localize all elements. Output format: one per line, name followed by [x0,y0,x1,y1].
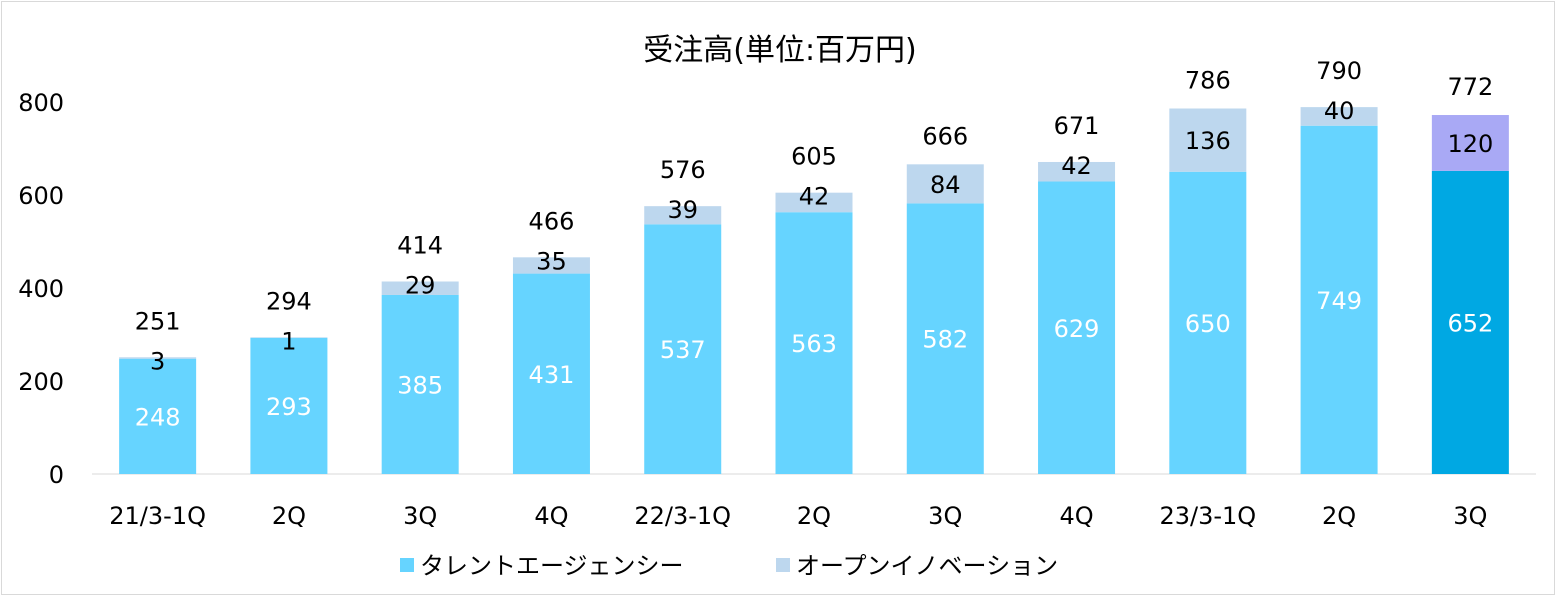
bar-talent-agency [906,203,984,474]
bar-stack: 537 39 576 [644,156,722,474]
x-tick-label: 4Q [1059,502,1093,530]
bar-talent-agency [512,273,590,474]
bar-talent-agency [250,337,328,474]
bar-talent-agency [1300,125,1378,474]
data-label-total: 576 [660,156,706,184]
x-tick-label: 21/3-1Q [109,502,206,530]
data-label-talent-agency: 629 [1054,315,1100,343]
bar-stack: 629 42 671 [1038,112,1116,474]
x-tick-label: 22/3-1Q [634,502,731,530]
x-tick-label: 23/3-1Q [1159,502,1256,530]
bar-talent-agency [775,212,853,474]
data-label-open-innovation: 29 [405,271,436,299]
data-label-total: 671 [1054,112,1100,140]
bar-stack: 385 29 414 [381,231,459,474]
data-label-open-innovation: 35 [536,247,567,275]
bar-open-innovation [906,164,984,204]
bar-talent-agency [644,224,722,474]
y-tick-label: 600 [18,182,64,210]
y-tick-label: 800 [18,89,64,117]
chart-title: 受注高(単位:百万円) [643,33,917,68]
bar-open-innovation [1038,161,1116,182]
y-tick-label: 0 [49,461,64,489]
data-label-total: 666 [922,122,968,150]
data-label-total: 466 [529,207,575,235]
data-label-open-innovation: 3 [150,347,165,375]
bar-open-innovation [1300,107,1378,126]
bar-open-innovation [381,281,459,295]
bar-open-innovation [644,206,722,225]
bar-stack: 248 3 251 [119,307,197,474]
x-tick-label: 2Q [272,502,306,530]
data-label-open-innovation: 84 [930,171,961,199]
x-tick-label: 3Q [1453,502,1487,530]
data-label-talent-agency: 385 [397,371,443,399]
data-label-open-innovation: 39 [667,196,698,224]
category-labels: 21/3-1Q 2Q 3Q 4Q 22/3-1Q 2Q 3Q 4Q 23/3-1Q 2Q 3Q [109,502,1487,530]
x-tick-label: 2Q [1322,502,1356,530]
y-axis: 0 200 400 600 800 [18,89,64,489]
x-tick-label: 2Q [797,502,831,530]
bar-stack: 431 35 466 [512,207,590,474]
y-tick-label: 400 [18,275,64,303]
bar-open-innovation [1431,115,1509,171]
legend-label: タレントエージェンシー [420,552,684,580]
data-label-talent-agency: 248 [135,403,181,431]
data-label-total: 605 [791,143,837,171]
data-label-talent-agency: 431 [529,361,575,389]
data-label-talent-agency: 563 [791,330,837,358]
data-label-total: 786 [1185,67,1231,95]
bar-stack: 650 136 786 [1169,67,1247,474]
data-label-total: 772 [1447,73,1493,101]
x-tick-label: 3Q [403,502,437,530]
bar-stack: 293 1 294 [250,287,328,474]
data-label-talent-agency: 582 [922,326,968,354]
bar-talent-agency [1431,170,1509,474]
data-label-open-innovation: 42 [799,183,830,211]
bar-talent-agency [381,294,459,474]
bar-talent-agency [119,358,197,474]
x-tick-label: 4Q [534,502,568,530]
bar-stack: 652 120 772 [1431,73,1509,474]
bar-stack: 582 84 666 [906,122,984,474]
bar-open-innovation [512,257,590,274]
bar-open-innovation [775,192,853,213]
bar-talent-agency [1038,181,1116,474]
bar-stack: 563 42 605 [775,143,853,474]
y-tick-label: 200 [18,368,64,396]
legend: タレントエージェンシー オープンイノベーション [400,552,1058,580]
bar-open-innovation [119,357,197,359]
data-label-talent-agency: 537 [660,336,706,364]
data-label-talent-agency: 652 [1447,309,1493,337]
data-label-open-innovation: 40 [1324,97,1355,125]
data-label-total: 251 [135,307,181,335]
bar-stack: 749 40 790 [1300,57,1378,474]
bar-open-innovation [1169,108,1247,172]
data-label-talent-agency: 749 [1316,287,1362,315]
x-tick-label: 3Q [928,502,962,530]
data-label-talent-agency: 293 [266,393,312,421]
bar-talent-agency [1169,171,1247,474]
legend-swatch [776,558,790,572]
bars-group: 248 3 251 293 1 294 385 29 414 431 35 466 537 39 576 56… [119,57,1509,474]
data-label-talent-agency: 650 [1185,310,1231,338]
data-label-open-innovation: 1 [281,327,296,355]
data-label-open-innovation: 136 [1185,127,1231,155]
legend-label: オープンイノベーション [796,552,1058,580]
data-label-open-innovation: 120 [1447,130,1493,158]
data-label-open-innovation: 42 [1061,152,1092,180]
legend-swatch [400,558,414,572]
data-label-total: 294 [266,287,312,315]
data-label-total: 790 [1316,57,1362,85]
data-label-total: 414 [397,231,443,259]
